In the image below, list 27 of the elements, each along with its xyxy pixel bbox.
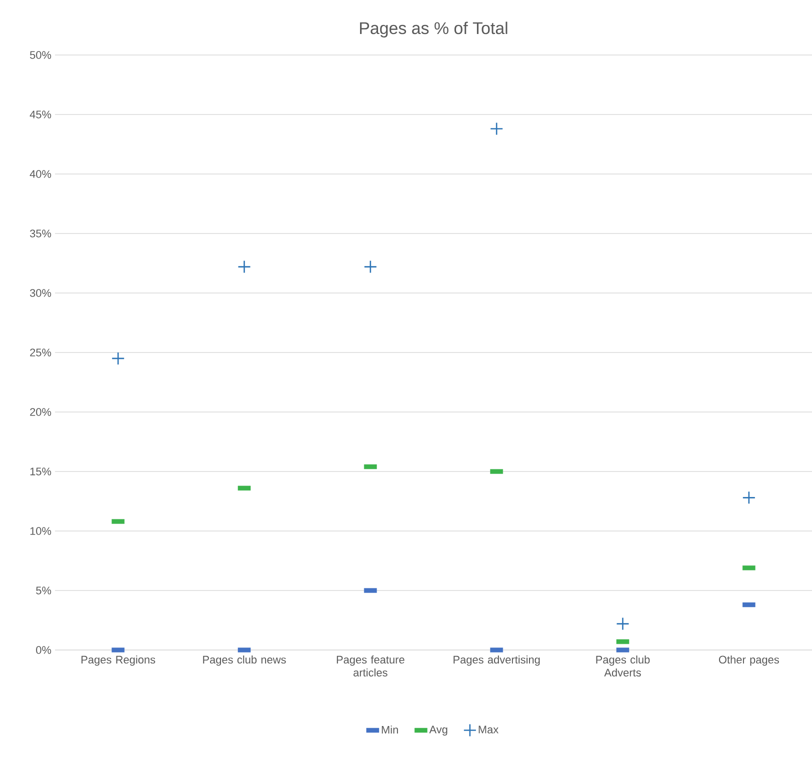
point	[490, 122, 504, 136]
point	[238, 260, 251, 274]
x-tick-label: Pages club Adverts	[596, 656, 650, 677]
y-tick-label: 0%	[36, 646, 52, 654]
x-tick-label: Pages club news	[203, 656, 286, 666]
point	[742, 491, 756, 504]
y-tick-label: 45%	[30, 110, 52, 118]
y-tick-label: 40%	[30, 170, 52, 178]
y-tick-label: 15%	[30, 468, 52, 476]
point	[616, 617, 630, 630]
y-tick-label: 50%	[30, 51, 52, 59]
y-tick-label: 20%	[30, 408, 52, 416]
chart-title: Pages as % of Total	[360, 22, 508, 38]
x-tick-label: Other pages	[718, 656, 779, 666]
point	[364, 260, 378, 274]
y-tick-label: 30%	[30, 289, 52, 297]
legend-label: Max	[478, 726, 498, 734]
point	[111, 352, 125, 366]
y-tick-label: 35%	[30, 230, 52, 238]
x-tick-label: Pages advertising	[454, 656, 540, 666]
y-tick-label: 5%	[36, 586, 52, 594]
y-tick-label: 25%	[30, 348, 52, 356]
y-tick-label: 10%	[30, 527, 52, 535]
x-tick-label: Pages feature articles	[336, 656, 404, 676]
x-tick-label: Pages Regions	[82, 656, 156, 666]
legend-label: Min	[382, 726, 398, 734]
legend-label: Avg	[429, 726, 448, 736]
